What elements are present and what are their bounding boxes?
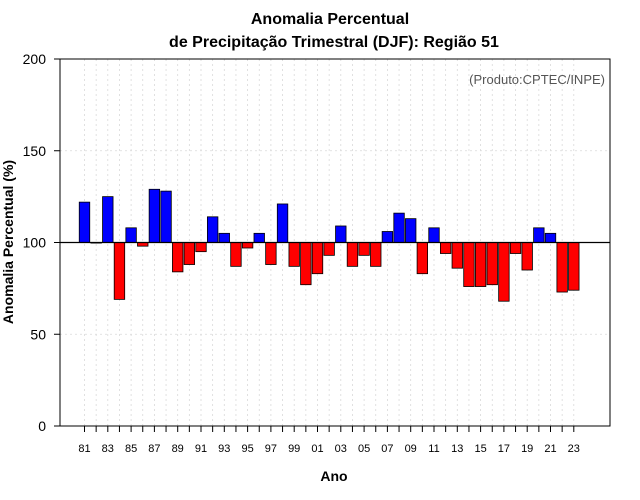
x-tick-label: 81: [78, 443, 90, 455]
x-tick-label: 13: [451, 443, 463, 455]
bar-1995: [241, 242, 254, 249]
y-axis: 0 50 100 150 200: [23, 51, 60, 434]
x-tick-label: 97: [265, 443, 277, 455]
x-tick-label: 07: [381, 443, 393, 455]
bar-2004: [346, 242, 359, 267]
x-tick-label: 17: [498, 443, 510, 455]
bar-2021: [544, 232, 557, 243]
chart-title: Anomalia Percentual: [251, 11, 409, 28]
x-tick-label: 19: [521, 443, 533, 455]
bar-1996: [253, 232, 265, 243]
x-tick-label: 89: [172, 443, 184, 455]
x-axis-label: Ano: [320, 468, 347, 484]
bar-2002: [323, 242, 335, 256]
x-tick-label: 93: [218, 443, 230, 455]
bar-2007: [381, 231, 394, 243]
y-axis-label: Anomalia Percentual (%): [0, 160, 16, 324]
bar-1984: [113, 242, 126, 300]
x-tick-label: 03: [335, 443, 347, 455]
y-tick-label: 0: [38, 418, 46, 434]
x-tick-label: 09: [405, 443, 417, 455]
bar-1998: [276, 203, 289, 243]
bar-2011: [428, 227, 440, 243]
x-tick-label: 05: [358, 443, 370, 455]
y-tick-label: 200: [23, 51, 47, 67]
x-tick-label: 95: [241, 443, 253, 455]
chart-subtitle: de Precipitação Trimestral (DJF): Região…: [169, 34, 499, 51]
bar-2018: [509, 242, 522, 254]
bars: [78, 188, 580, 302]
bar-1994: [230, 242, 242, 267]
x-tick-label: 01: [311, 443, 323, 455]
x-tick-label: 85: [125, 443, 137, 455]
x-tick-label: 21: [544, 443, 556, 455]
bar-2003: [335, 225, 347, 243]
bar-2022: [556, 242, 568, 293]
bar-1997: [265, 242, 277, 265]
bar-2020: [533, 227, 545, 243]
bar-1993: [218, 232, 230, 243]
bar-2015: [474, 242, 487, 287]
bar-2016: [486, 242, 498, 286]
y-tick-label: 100: [23, 235, 47, 251]
x-tick-label: 99: [288, 443, 300, 455]
bar-2008: [393, 212, 405, 243]
bar-2012: [439, 242, 452, 254]
y-tick-label: 150: [23, 143, 47, 159]
source-annotation: (Produto:CPTEC/INPE): [469, 72, 605, 87]
grid-lines: [60, 59, 610, 426]
bar-1987: [148, 188, 161, 243]
bar-2017: [498, 242, 510, 302]
bar-2000: [300, 242, 312, 286]
bar-2001: [311, 242, 324, 275]
x-tick-label: 15: [474, 443, 486, 455]
bar-1981: [78, 201, 91, 243]
x-tick-label: 91: [195, 443, 207, 455]
x-axis: 81 83 85 87 89 91 93 95 97 99 01 03 05 07 09 11 13 15 17 19…: [78, 426, 580, 455]
bar-2005: [358, 242, 370, 256]
bar-2023: [568, 242, 580, 291]
bar-1989: [172, 242, 184, 273]
bar-2009: [405, 218, 417, 243]
x-tick-label: 23: [568, 443, 580, 455]
bar-1983: [102, 196, 114, 243]
bar-1985: [125, 227, 137, 243]
bar-2013: [451, 242, 463, 269]
bar-1991: [195, 242, 207, 253]
x-tick-label: 11: [428, 443, 439, 455]
bar-1999: [288, 242, 300, 267]
x-tick-label: 83: [102, 443, 114, 455]
bar-1988: [160, 190, 172, 243]
bar-1992: [206, 216, 219, 243]
y-tick-label: 50: [30, 326, 46, 342]
bar-1990: [183, 242, 196, 265]
bar-2010: [416, 242, 429, 275]
bar-2006: [370, 242, 382, 267]
x-tick-label: 87: [148, 443, 160, 455]
bar-2014: [463, 242, 475, 287]
bar-2019: [521, 242, 533, 271]
